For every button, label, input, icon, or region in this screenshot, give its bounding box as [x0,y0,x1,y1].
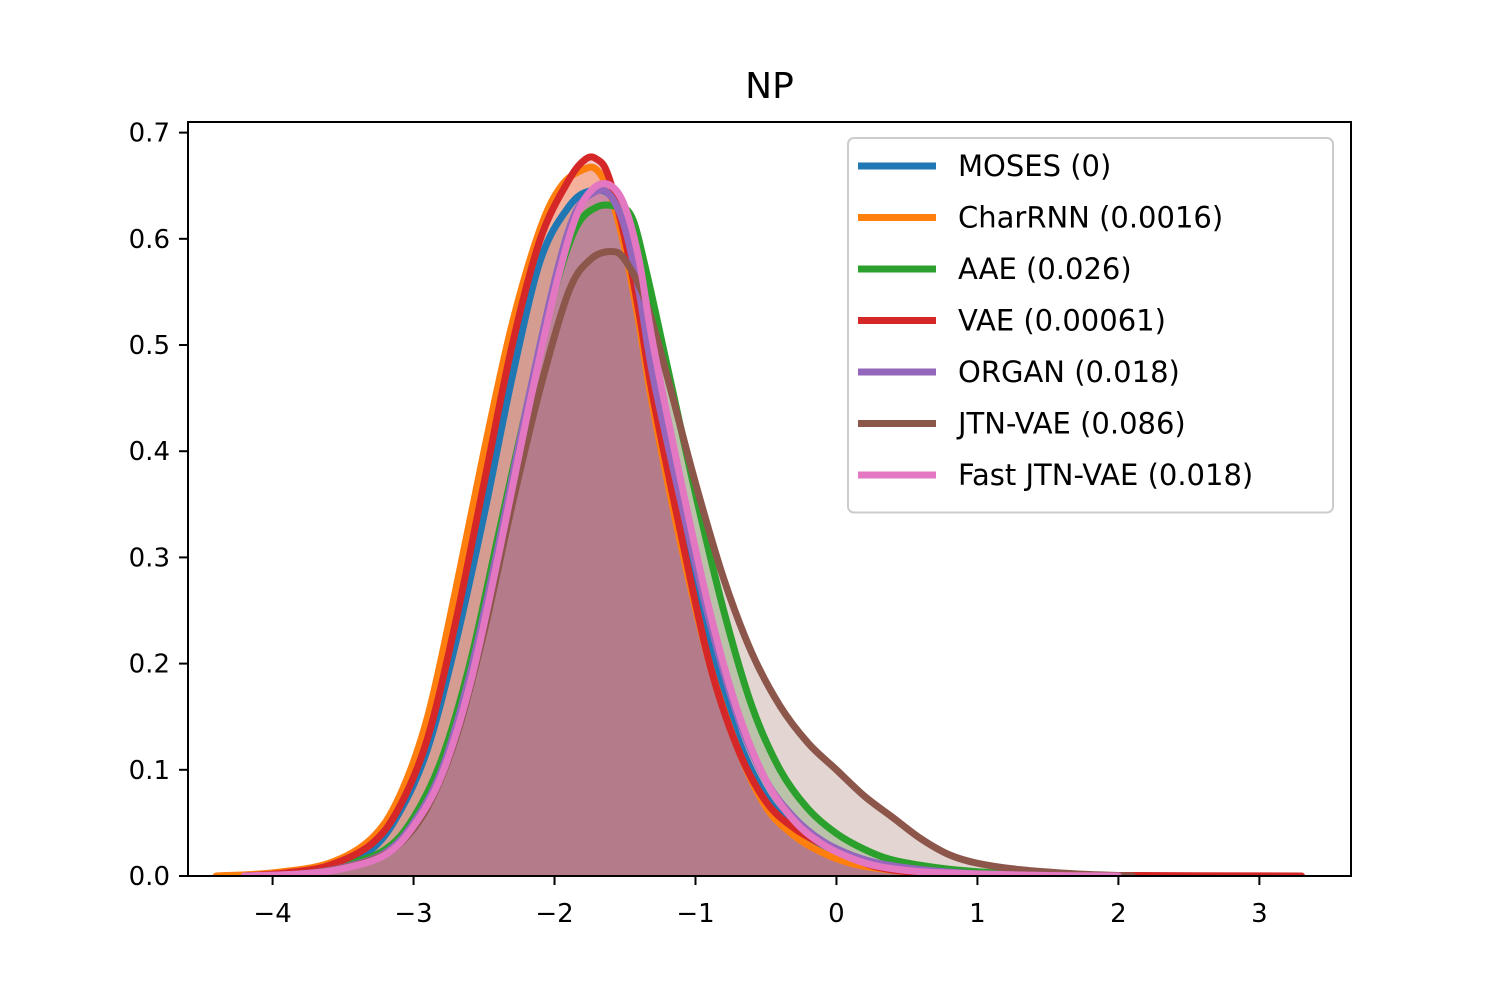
vae-area [244,156,1302,876]
x-tick-label: 2 [1110,899,1127,929]
legend-item: MOSES (0) [858,149,1111,183]
y-tick-label: 0.4 [129,437,170,467]
fast-jtn-vae-line [240,180,1122,876]
legend-label: JTN-VAE (0.086) [956,407,1186,441]
x-tick-label: −2 [535,899,573,929]
x-tick-label: −4 [253,899,291,929]
y-tick-label: 0.3 [129,543,170,573]
y-axis: 0.0 0.1 0.2 0.3 0.4 0.5 0.6 0.7 [129,119,188,892]
legend-label: CharRNN (0.0016) [958,201,1223,235]
y-tick-label: 0.2 [129,650,170,680]
legend-label: MOSES (0) [958,149,1111,183]
legend-item: CharRNN (0.0016) [858,201,1223,235]
legend-box [847,137,1334,514]
y-tick-label: 0.5 [129,331,170,361]
aae-line [240,201,1122,876]
legend-item: ORGAN (0.018) [858,355,1180,389]
y-tick-label: 0.7 [129,119,170,149]
y-tick-label: 0.0 [129,862,170,892]
chart-title: NP [745,66,794,107]
x-tick-label: −3 [394,899,432,929]
x-tick-label: 0 [828,899,845,929]
legend-item: VAE (0.00061) [858,304,1166,338]
legend-item: AAE (0.026) [858,252,1132,286]
legend-item: JTN-VAE (0.086) [858,407,1186,441]
x-tick-label: 1 [969,899,986,929]
y-tick-label: 0.6 [129,225,170,255]
legend-label: Fast JTN-VAE (0.018) [958,458,1253,492]
jtn-vae-area [272,251,1133,876]
legend-label: ORGAN (0.018) [958,355,1180,389]
legend-item: Fast JTN-VAE (0.018) [858,458,1253,492]
y-tick-label: 0.1 [129,756,170,786]
x-axis: −4 −3 −2 −1 0 1 2 3 [253,876,1268,929]
x-tick-label: −1 [676,899,714,929]
density-lines [212,153,1306,876]
moses-area [230,189,1119,876]
legend-label: VAE (0.00061) [958,304,1166,338]
legend-label: AAE (0.026) [958,252,1132,286]
x-tick-label: 3 [1251,899,1268,929]
plot-frame [187,121,1352,877]
legend: MOSES (0) CharRNN (0.0016) AAE (0.026) VAE … [847,137,1334,514]
